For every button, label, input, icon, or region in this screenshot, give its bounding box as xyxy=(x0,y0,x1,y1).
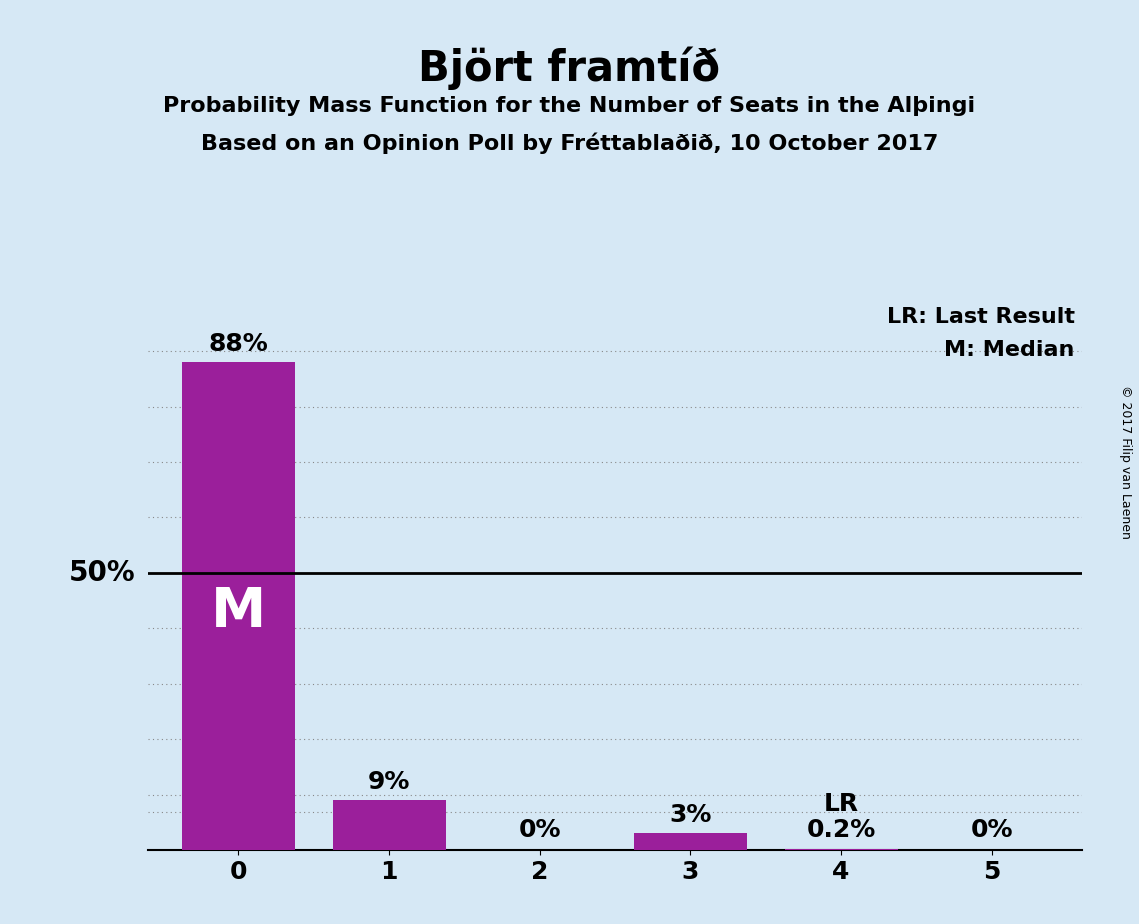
Text: Björt framtíð: Björt framtíð xyxy=(418,46,721,90)
Text: 50%: 50% xyxy=(69,559,136,587)
Text: LR: Last Result: LR: Last Result xyxy=(886,307,1074,327)
Text: LR: LR xyxy=(823,792,859,816)
Bar xyxy=(333,800,445,850)
Text: M: M xyxy=(211,585,267,638)
Bar xyxy=(785,849,898,850)
Text: M: Median: M: Median xyxy=(944,340,1074,360)
Bar xyxy=(182,362,295,850)
Bar xyxy=(634,833,747,850)
Text: 0%: 0% xyxy=(970,818,1013,842)
Text: 9%: 9% xyxy=(368,770,410,794)
Text: Based on an Opinion Poll by Fréttablaðið, 10 October 2017: Based on an Opinion Poll by Fréttablaðið… xyxy=(200,132,939,154)
Text: 3%: 3% xyxy=(670,803,712,827)
Text: Probability Mass Function for the Number of Seats in the Alþingi: Probability Mass Function for the Number… xyxy=(163,96,976,116)
Text: 88%: 88% xyxy=(208,332,269,356)
Text: 0%: 0% xyxy=(518,818,562,842)
Text: © 2017 Filip van Laenen: © 2017 Filip van Laenen xyxy=(1118,385,1132,539)
Text: 0.2%: 0.2% xyxy=(806,818,876,842)
